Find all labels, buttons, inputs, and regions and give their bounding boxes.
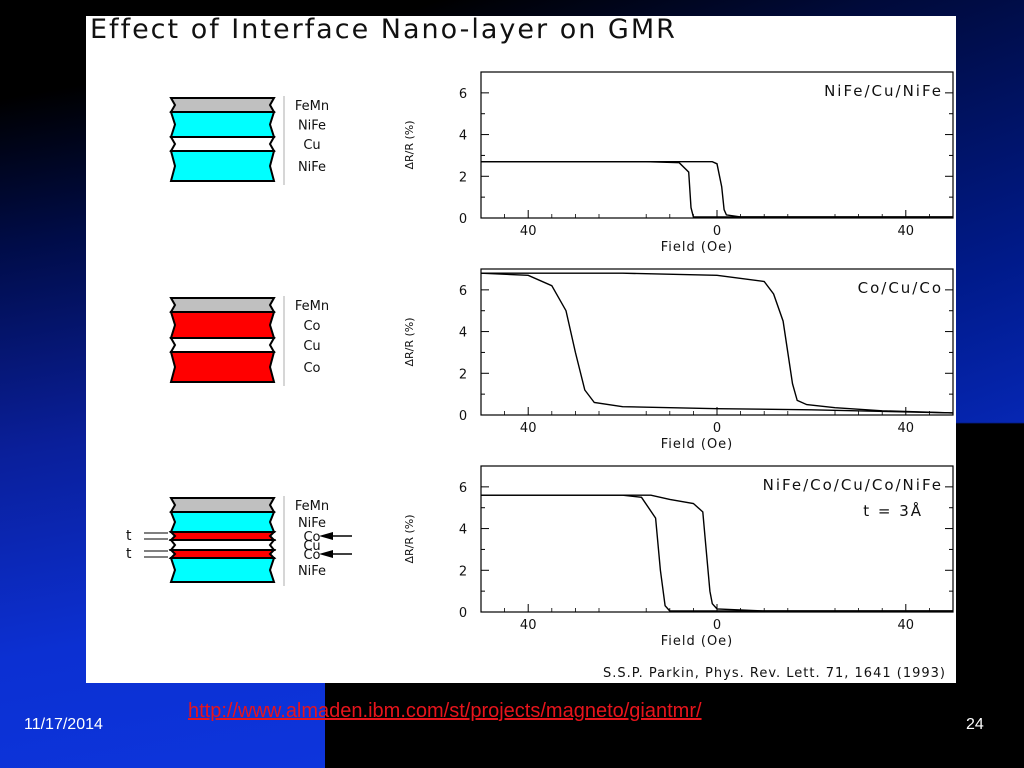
- y-tick-label: 6: [459, 284, 467, 299]
- x-tick-label: 40: [898, 421, 915, 436]
- y-tick-label: 0: [459, 212, 467, 227]
- layer-femn: [169, 97, 276, 113]
- layer-co: [168, 531, 277, 541]
- plot-annotation: Co/Cu/Co: [858, 279, 943, 297]
- x-tick-label: 0: [713, 618, 721, 633]
- y-tick-label: 6: [459, 87, 467, 102]
- y-tick-label: 0: [459, 606, 467, 621]
- layer-nife: [169, 111, 276, 138]
- layer-co: [169, 311, 276, 339]
- citation: S.S.P. Parkin, Phys. Rev. Lett. 71, 1641…: [603, 666, 946, 681]
- figure-title: Effect of Interface Nano-layer on GMR: [90, 14, 677, 45]
- layer-co: [168, 549, 277, 559]
- layer-cu: [168, 539, 277, 551]
- layer-nife: [169, 511, 276, 533]
- layer-label: Co: [303, 548, 320, 563]
- x-tick-label: 0: [713, 421, 721, 436]
- x-tick-label: 40: [520, 618, 537, 633]
- layer-label: FeMn: [295, 99, 329, 114]
- layer-co: [169, 351, 276, 383]
- y-tick-label: 2: [459, 564, 467, 579]
- layer-femn: [169, 497, 276, 513]
- layer-label: Co: [303, 319, 320, 334]
- layer-nife: [169, 150, 276, 182]
- source-link[interactable]: http://www.almaden.ibm.com/st/projects/m…: [188, 700, 702, 722]
- layer-label: Cu: [303, 539, 320, 554]
- y-axis-label: ΔR/R (%): [403, 120, 416, 169]
- plot-annotation: NiFe/Cu/NiFe: [824, 82, 943, 100]
- y-axis-label: ΔR/R (%): [403, 317, 416, 366]
- layer-label: Cu: [303, 138, 320, 153]
- series-line: [481, 272, 954, 414]
- layer-label: NiFe: [298, 119, 326, 134]
- layer-label: Cu: [303, 339, 320, 354]
- layer-label: FeMn: [295, 499, 329, 514]
- x-tick-label: 40: [520, 224, 537, 239]
- figure-canvas: FeMnNiFeCuNiFeFeMnCoCuCoFeMnNiFeCoCuCoNi…: [126, 71, 954, 649]
- pointer-arrowhead: [319, 532, 333, 540]
- x-tick-label: 40: [898, 224, 915, 239]
- layer-nife: [169, 557, 276, 583]
- x-tick-label: 40: [520, 421, 537, 436]
- series-line: [480, 272, 954, 414]
- series-line: [481, 160, 953, 218]
- series-line: [481, 494, 953, 612]
- x-axis-label: Field (Oe): [661, 240, 734, 255]
- y-tick-label: 2: [459, 170, 467, 185]
- layer-cu: [169, 337, 276, 353]
- plot-annotation: NiFe/Co/Cu/Co/NiFe: [763, 476, 943, 494]
- layer-label: Co: [303, 530, 320, 545]
- x-axis-label: Field (Oe): [661, 634, 734, 649]
- series-line: [481, 160, 953, 218]
- y-tick-label: 0: [459, 409, 467, 424]
- y-tick-label: 4: [459, 129, 467, 144]
- slide-page-number: 24: [966, 716, 984, 733]
- plot-annotation-thickness: t = 3Å: [863, 501, 923, 520]
- layer-label: Co: [303, 361, 320, 376]
- pointer-arrowhead: [319, 550, 333, 558]
- slide-date: 11/17/2014: [24, 716, 103, 733]
- thickness-label: t: [126, 528, 132, 544]
- thickness-label: t: [126, 546, 132, 562]
- figure-panel: Effect of Interface Nano-layer on GMR Fe…: [86, 14, 956, 683]
- y-tick-label: 6: [459, 481, 467, 496]
- layer-label: FeMn: [295, 299, 329, 314]
- y-tick-label: 4: [459, 326, 467, 341]
- layer-femn: [169, 297, 276, 313]
- x-tick-label: 40: [898, 618, 915, 633]
- y-axis-label: ΔR/R (%): [403, 514, 416, 563]
- layer-label: NiFe: [298, 516, 326, 531]
- layer-cu: [169, 136, 276, 152]
- x-axis-label: Field (Oe): [661, 437, 734, 452]
- layer-label: NiFe: [298, 160, 326, 175]
- layer-label: NiFe: [298, 564, 326, 579]
- y-tick-label: 4: [459, 523, 467, 538]
- y-tick-label: 2: [459, 367, 467, 382]
- x-tick-label: 0: [713, 224, 721, 239]
